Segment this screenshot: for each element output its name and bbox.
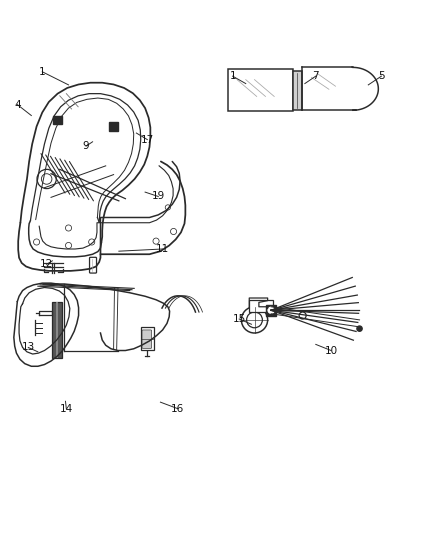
FancyBboxPatch shape [142,330,151,349]
Text: 9: 9 [82,141,89,151]
Circle shape [165,205,170,210]
Text: 19: 19 [151,191,165,201]
Text: 1: 1 [229,71,235,81]
Circle shape [266,306,275,314]
Circle shape [37,169,56,189]
Text: 14: 14 [60,403,73,414]
Circle shape [170,229,176,235]
Text: 12: 12 [40,260,53,269]
Circle shape [356,326,361,332]
Circle shape [152,238,159,244]
Bar [53,116,62,124]
Text: 11: 11 [155,244,169,254]
Bar [249,300,273,312]
Circle shape [298,312,305,319]
Text: 16: 16 [171,403,184,414]
Circle shape [41,174,52,184]
Bar [292,71,301,110]
Text: 17: 17 [140,135,154,144]
Text: 15: 15 [232,314,245,324]
FancyBboxPatch shape [89,257,96,273]
Bar [52,302,62,358]
Text: 5: 5 [377,71,384,81]
Bar [265,305,276,316]
Circle shape [88,239,95,245]
Bar [109,122,118,131]
Text: 7: 7 [312,71,318,81]
Circle shape [246,312,262,328]
Text: 13: 13 [21,343,35,352]
Circle shape [65,225,71,231]
Bar [56,302,58,358]
Text: 4: 4 [14,100,21,110]
Circle shape [65,243,71,248]
Bar [228,69,292,111]
Circle shape [33,239,39,245]
Bar [141,327,153,350]
Text: 1: 1 [39,67,46,77]
Text: 10: 10 [324,345,337,356]
Circle shape [241,307,267,333]
